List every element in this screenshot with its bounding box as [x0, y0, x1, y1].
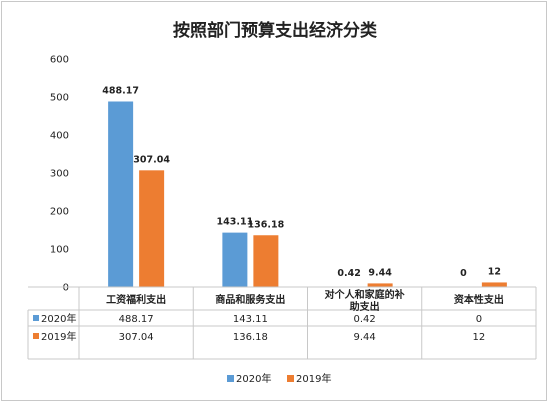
table-cell: 0.42: [353, 314, 375, 325]
table-legend-key: [33, 333, 39, 339]
y-tick-label: 0: [63, 283, 69, 294]
y-tick-label: 200: [50, 207, 69, 218]
legend-label: 2019年: [296, 372, 331, 385]
data-label: 143.11: [217, 217, 254, 228]
table-series-name: 2020年: [41, 312, 76, 325]
x-category-label: 助支出: [350, 300, 380, 313]
data-label: 307.04: [133, 154, 170, 165]
bar-2019年-1: [253, 235, 279, 287]
x-category-label: 商品和服务支出: [215, 293, 285, 306]
y-tick-label: 300: [50, 169, 69, 180]
y-axis: 0 100 200 300 400 500 600: [50, 55, 69, 294]
table-cell: 12: [473, 332, 486, 343]
table-cell: 143.11: [233, 314, 268, 325]
y-tick-label: 400: [50, 131, 69, 142]
x-category-label: 对个人和家庭的补: [325, 288, 405, 301]
table-legend-key: [33, 315, 39, 321]
legend-key: [287, 375, 294, 382]
table-cell: 136.18: [233, 332, 268, 343]
data-label: 0: [460, 268, 467, 279]
table-cell: 0: [476, 314, 482, 325]
table-series-name: 2019年: [41, 330, 76, 343]
table-cell: 307.04: [119, 332, 154, 343]
data-label: 9.44: [368, 267, 392, 278]
data-label: 136.18: [248, 219, 285, 230]
bar-2019年-0: [139, 170, 165, 287]
bar-2020年-0: [108, 101, 134, 288]
y-tick-label: 600: [50, 55, 69, 66]
y-tick-label: 100: [50, 245, 69, 256]
table-cell: 9.44: [353, 332, 375, 343]
y-tick-label: 500: [50, 93, 69, 104]
bar-2019年-2: [367, 283, 393, 287]
legend: 2020年 2019年: [227, 372, 331, 385]
x-category-label: 工资福利支出: [106, 293, 166, 306]
data-label: 12: [488, 266, 501, 277]
table-cell: 488.17: [119, 314, 154, 325]
x-category-label: 资本性支出: [454, 293, 504, 306]
chart-title: 按照部门预算支出经济分类: [173, 20, 378, 41]
data-label: 0.42: [337, 268, 360, 279]
bar-2020年-1: [222, 232, 248, 287]
data-label: 488.17: [102, 85, 139, 96]
bar-2019年-3: [481, 282, 507, 287]
legend-key: [227, 375, 234, 382]
legend-label: 2020年: [236, 372, 271, 385]
